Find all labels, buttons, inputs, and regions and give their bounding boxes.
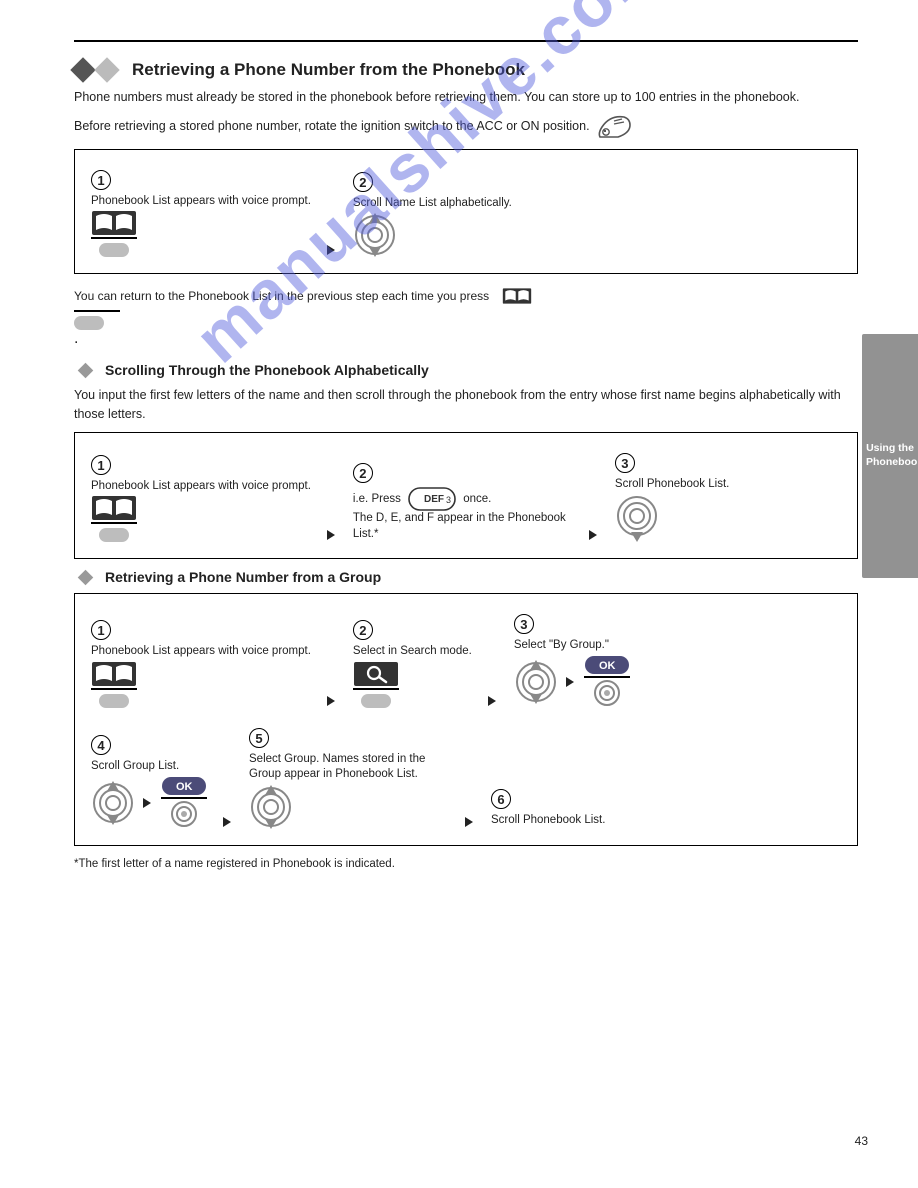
step-label: i.e. Press DEF 3 once. The D, E, and F a… xyxy=(353,487,573,542)
step-label: Scroll Name List alphabetically. xyxy=(353,196,512,212)
scroll-ring-icon xyxy=(353,213,397,257)
diamond-icon xyxy=(94,57,119,82)
step-number: 2 xyxy=(353,172,373,192)
search-button-icon xyxy=(353,662,399,708)
sub-heading: Scrolling Through the Phonebook Alphabet… xyxy=(105,362,429,378)
ignition-key-icon xyxy=(596,113,634,141)
step-number: 1 xyxy=(91,170,111,190)
ok-button-icon: OK xyxy=(161,777,207,829)
step-label: Scroll Group List. xyxy=(91,759,207,775)
scroll-ring-icon xyxy=(249,785,293,829)
top-rule xyxy=(74,40,858,42)
step-6: 6 Scroll Phonebook List. xyxy=(491,789,605,829)
footnote: *The first letter of a name registered i… xyxy=(74,856,858,873)
step-1: 1 Phonebook List appears with voice prom… xyxy=(91,455,311,543)
svg-text:OK: OK xyxy=(599,660,616,672)
intro-para-2: Before retrieving a stored phone number,… xyxy=(74,113,858,141)
step-1: 1 Phonebook List appears with voice prom… xyxy=(91,620,311,708)
step-2: 2 Select in Search mode. xyxy=(353,620,472,708)
step-label: Phonebook List appears with voice prompt… xyxy=(91,194,311,210)
step-number: 4 xyxy=(91,735,111,755)
press-ring-icon xyxy=(615,494,659,542)
steps-box-alpha-key: 1 Phonebook List appears with voice prom… xyxy=(74,432,858,560)
def-key-icon: DEF 3 xyxy=(408,487,456,511)
sub-heading-row: Scrolling Through the Phonebook Alphabet… xyxy=(74,362,858,378)
section-heading-row: Retrieving a Phone Number from the Phone… xyxy=(74,60,858,80)
sub-para: You input the first few letters of the n… xyxy=(74,386,858,424)
arrow-right-icon xyxy=(325,243,339,257)
step-row: 1 Phonebook List appears with voice prom… xyxy=(91,170,841,258)
scroll-ring-icon xyxy=(91,781,135,825)
svg-text:OK: OK xyxy=(176,781,193,793)
phonebook-button-icon xyxy=(91,662,137,708)
step-label: Select "By Group." xyxy=(514,638,630,654)
step-label: Select Group. Names stored in the Group … xyxy=(249,752,449,783)
arrow-right-icon xyxy=(564,675,578,689)
step-3: 3 Scroll Phonebook List. xyxy=(615,453,729,543)
arrow-right-icon xyxy=(325,694,339,708)
sub-heading: Retrieving a Phone Number from a Group xyxy=(105,569,381,585)
step-number: 3 xyxy=(615,453,635,473)
steps-box-group: 1 Phonebook List appears with voice prom… xyxy=(74,593,858,846)
diamond-icon xyxy=(78,362,94,378)
arrow-right-icon xyxy=(463,815,477,829)
arrow-right-icon xyxy=(141,796,155,810)
step-number: 2 xyxy=(353,463,373,483)
arrow-right-icon xyxy=(486,694,500,708)
step-4: 4 Scroll Group List. OK xyxy=(91,735,207,829)
phonebook-button-icon xyxy=(91,211,137,257)
diamond-icon xyxy=(78,570,94,586)
step-5: 5 Select Group. Names stored in the Grou… xyxy=(249,728,449,829)
step-2: 2 Scroll Name List alphabetically. xyxy=(353,172,512,258)
diamond-icon xyxy=(70,57,95,82)
phonebook-button-icon xyxy=(503,288,532,304)
step-number: 1 xyxy=(91,455,111,475)
manual-page: Retrieving a Phone Number from the Phone… xyxy=(0,0,918,1188)
step-number: 3 xyxy=(514,614,534,634)
side-tab: Using the Phonebook xyxy=(862,334,918,578)
arrow-right-icon xyxy=(325,528,339,542)
step-number: 1 xyxy=(91,620,111,640)
step-row: 4 Scroll Group List. OK 5 Select Group. … xyxy=(91,728,841,829)
step-label: Phonebook List appears with voice prompt… xyxy=(91,644,311,660)
def-key-num: 3 xyxy=(446,495,451,505)
step-number: 2 xyxy=(353,620,373,640)
step-row: 1 Phonebook List appears with voice prom… xyxy=(91,614,841,708)
steps-box-scroll-alpha: 1 Phonebook List appears with voice prom… xyxy=(74,149,858,275)
step-row: 1 Phonebook List appears with voice prom… xyxy=(91,453,841,543)
step-label: Scroll Phonebook List. xyxy=(615,477,729,493)
phonebook-button-icon xyxy=(91,496,137,542)
step-label: Select in Search mode. xyxy=(353,644,472,660)
step-3: 3 Select "By Group." OK xyxy=(514,614,630,708)
arrow-right-icon xyxy=(221,815,235,829)
page-number: 43 xyxy=(855,1134,868,1148)
def-key-label: DEF xyxy=(424,494,444,505)
scroll-ring-icon xyxy=(514,660,558,704)
sub-heading-row: Retrieving a Phone Number from a Group xyxy=(74,569,858,585)
step-1: 1 Phonebook List appears with voice prom… xyxy=(91,170,311,258)
step-2: 2 i.e. Press DEF 3 once. The D, E, and F… xyxy=(353,463,573,542)
arrow-right-icon xyxy=(587,528,601,542)
step-label: Scroll Phonebook List. xyxy=(491,813,605,829)
ok-button-icon: OK xyxy=(584,656,630,708)
step-number: 5 xyxy=(249,728,269,748)
section-title: Retrieving a Phone Number from the Phone… xyxy=(132,60,525,80)
step-label: Phonebook List appears with voice prompt… xyxy=(91,479,311,495)
note-line: You can return to the Phonebook List in … xyxy=(74,284,858,308)
intro-para-1: Phone numbers must already be stored in … xyxy=(74,88,858,107)
step-number: 6 xyxy=(491,789,511,809)
